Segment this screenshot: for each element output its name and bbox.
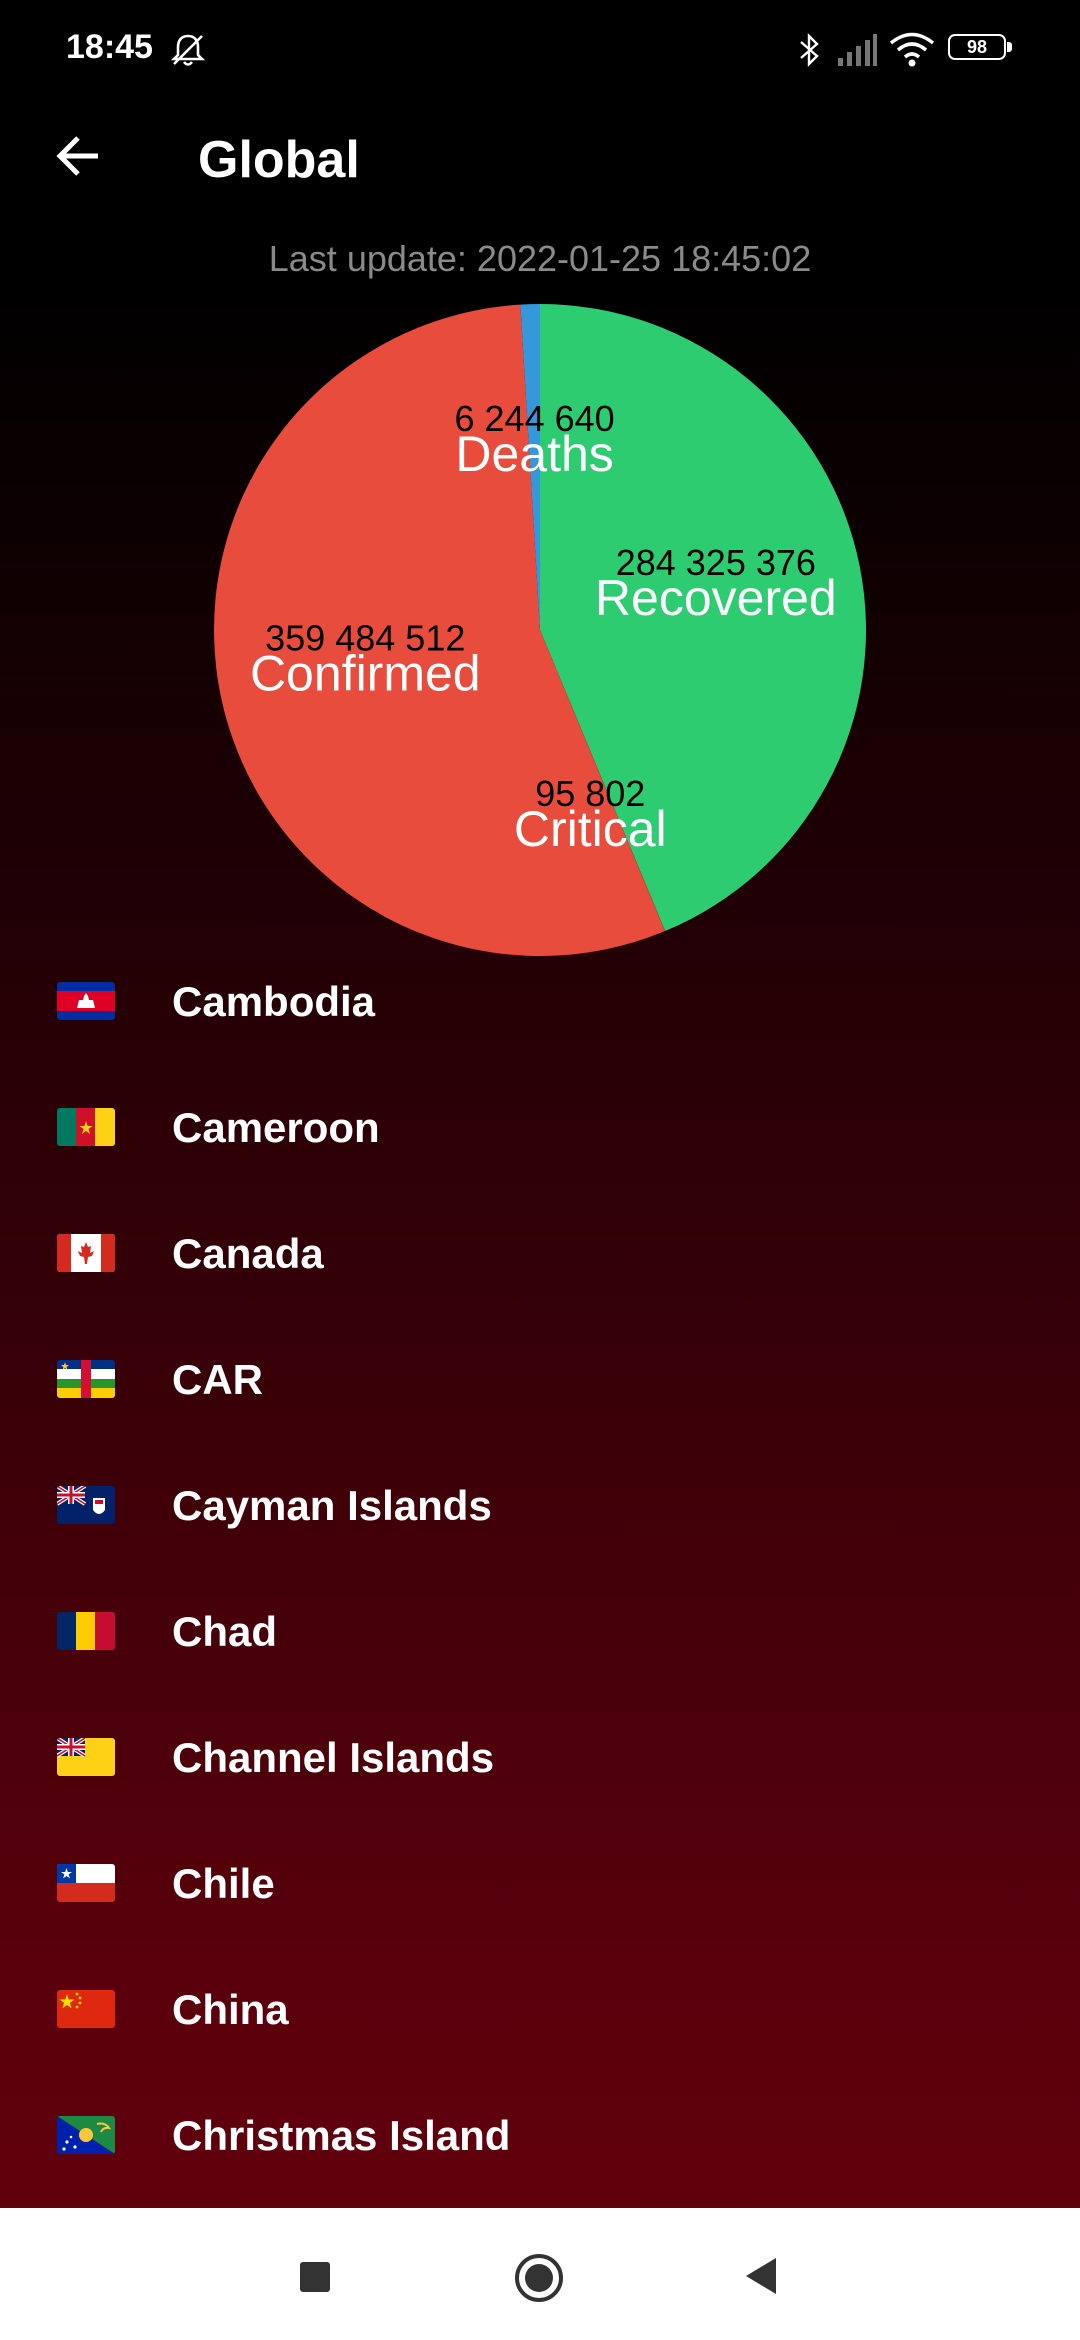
pie-slice-confirmed[interactable] bbox=[213, 304, 665, 957]
list-item-cayman-islands[interactable]: Cayman Islands bbox=[0, 1441, 1080, 1567]
signal-icon bbox=[838, 34, 877, 66]
list-item-car[interactable]: CAR bbox=[0, 1315, 1080, 1441]
list-item-canada[interactable]: Canada bbox=[0, 1189, 1080, 1315]
pie-slice-deaths[interactable] bbox=[520, 304, 540, 630]
country-name: Canada bbox=[172, 1230, 324, 1277]
pie-slices bbox=[213, 304, 866, 957]
bluetooth-icon bbox=[800, 33, 819, 67]
arrow-left-icon bbox=[56, 136, 98, 176]
flag-chad-icon bbox=[57, 1612, 115, 1650]
flag-canada-icon bbox=[57, 1234, 115, 1272]
country-name: CAR bbox=[172, 1356, 263, 1403]
pie-slice-critical[interactable] bbox=[540, 630, 666, 932]
battery-icon: 98 bbox=[948, 34, 1018, 64]
country-name: Cambodia bbox=[172, 978, 376, 1025]
pie-value-label: 359 484 512 bbox=[265, 617, 465, 658]
list-item-cambodia[interactable]: Cambodia bbox=[0, 937, 1080, 1063]
recents-square-icon[interactable] bbox=[300, 2262, 330, 2292]
pie-slice-label: Deaths bbox=[455, 426, 613, 482]
list-item-christmas-island[interactable]: Christmas Island bbox=[0, 2071, 1080, 2197]
battery-level: 98 bbox=[966, 37, 988, 57]
pie-value-label: 95 802 bbox=[535, 773, 645, 814]
pie-value-label: 6 244 640 bbox=[455, 398, 615, 439]
list-item-channel-islands[interactable]: Channel Islands bbox=[0, 1693, 1080, 1819]
wifi-icon bbox=[889, 32, 935, 67]
list-item-china[interactable]: China bbox=[0, 1945, 1080, 2071]
country-list: Cambodia Cameroon Canada CAR bbox=[0, 937, 1080, 2197]
pie-value-label: 284 325 376 bbox=[616, 542, 816, 583]
list-item-chad[interactable]: Chad bbox=[0, 1567, 1080, 1693]
bell-off-icon bbox=[170, 34, 206, 66]
flag-cayman-islands-icon bbox=[57, 1486, 115, 1524]
flag-channel-islands-icon bbox=[57, 1738, 115, 1776]
page-title: Global bbox=[198, 131, 360, 189]
pie-slice-label: Confirmed bbox=[250, 645, 481, 701]
country-name: Cameroon bbox=[172, 1104, 380, 1151]
flag-car-icon bbox=[57, 1360, 115, 1398]
back-button[interactable] bbox=[50, 128, 106, 184]
last-update-text: Last update: 2022-01-25 18:45:02 bbox=[268, 238, 812, 279]
list-item-chile[interactable]: Chile bbox=[0, 1819, 1080, 1945]
home-circle-icon[interactable] bbox=[514, 2253, 564, 2303]
flag-china-icon bbox=[57, 1990, 115, 2028]
country-name: Chile bbox=[172, 1860, 275, 1907]
pie-slice-label: Critical bbox=[514, 801, 667, 857]
status-bar: 18:45 98 bbox=[0, 0, 1080, 100]
pie-slice-label: Recovered bbox=[595, 570, 837, 626]
flag-cameroon-icon bbox=[57, 1108, 115, 1146]
back-triangle-icon[interactable] bbox=[742, 2256, 780, 2296]
pie-slice-recovered[interactable] bbox=[540, 304, 866, 932]
country-name: Christmas Island bbox=[172, 2112, 511, 2159]
list-item-cameroon[interactable]: Cameroon bbox=[0, 1063, 1080, 1189]
system-nav-bar bbox=[0, 2208, 1080, 2340]
country-name: Chad bbox=[172, 1608, 277, 1655]
status-time: 18:45 bbox=[66, 28, 153, 66]
country-name: Cayman Islands bbox=[172, 1482, 492, 1529]
flag-cambodia-icon bbox=[57, 982, 115, 1020]
flag-christmas-island-icon bbox=[57, 2116, 115, 2154]
country-name: China bbox=[172, 1986, 289, 2033]
flag-chile-icon bbox=[57, 1864, 115, 1902]
country-name: Channel Islands bbox=[172, 1734, 495, 1781]
